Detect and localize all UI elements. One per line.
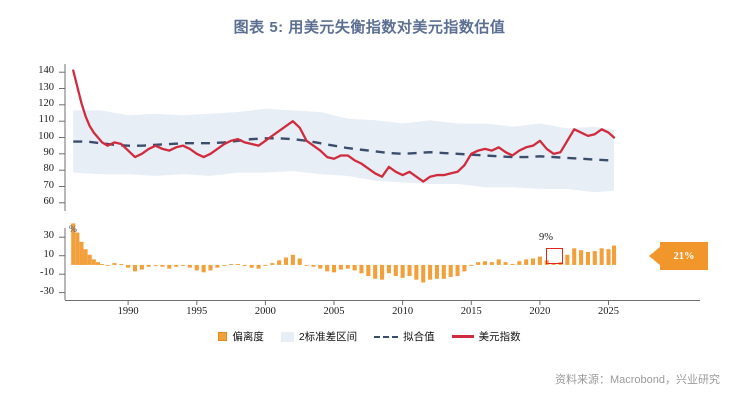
legend-label: 美元指数 [478,331,521,343]
chart-legend: 偏离度 2标准差区间 拟合值 美元指数 [0,329,739,344]
dashed-line-icon [374,335,399,338]
x-tick-label: 2005 [323,306,345,317]
upper-y-tick-label: 70 [43,179,55,191]
x-tick-label: 2010 [392,306,414,317]
upper-y-tick-label: 60 [43,195,55,207]
lower-chart-panel [65,223,625,300]
x-tick-label: 2000 [254,306,276,317]
upper-y-tick-label: 130 [38,81,54,93]
x-tick-label: 1995 [186,306,208,317]
x-tick-label: 2025 [598,306,620,317]
latest-value-callout: 21% [660,242,708,270]
solid-line-icon [451,335,474,338]
legend-item-4[interactable]: 美元指数 [451,329,521,344]
deviation-annotation-label: 9% [539,232,553,243]
lower-y-tick-label: -10 [40,267,54,279]
legend-item-3[interactable]: 拟合值 [374,329,435,344]
x-tick-label: 2020 [529,306,551,317]
legend-label: 2标准差区间 [298,331,358,343]
legend-item-1[interactable]: 偏离度 [218,329,264,344]
upper-y-tick-label: 100 [38,130,54,142]
legend-item-2[interactable]: 2标准差区间 [280,329,358,344]
page-title: 图表 5: 用美元失衡指数对美元指数估值 [233,19,506,36]
highlight-box [546,248,563,264]
lower-panel-plot [71,223,617,283]
lower-y-tick-label: -30 [40,285,54,297]
upper-panel-plot [72,69,616,193]
callout-value: 21% [673,250,695,262]
band-swatch-icon [280,331,294,342]
upper-y-tick-label: 80 [43,163,55,175]
upper-y-tick-label: 120 [38,97,54,109]
upper-y-tick-label: 140 [38,65,54,77]
legend-label: 拟合值 [403,331,435,343]
lower-y-tick-label: 10 [43,248,55,260]
bar-swatch-icon [218,332,228,341]
percent-unit-label: % [69,225,77,235]
x-tick-label: 2015 [460,306,482,317]
upper-y-tick-label: 110 [38,114,54,126]
lower-y-tick-label: 30 [43,230,55,242]
upper-chart-panel [65,64,625,211]
upper-y-tick-label: 90 [43,146,55,158]
source-note: 资料来源：Macrobond，兴业研究 [554,374,720,386]
legend-label: 偏离度 [232,331,264,343]
x-tick-label: 1990 [117,306,139,317]
